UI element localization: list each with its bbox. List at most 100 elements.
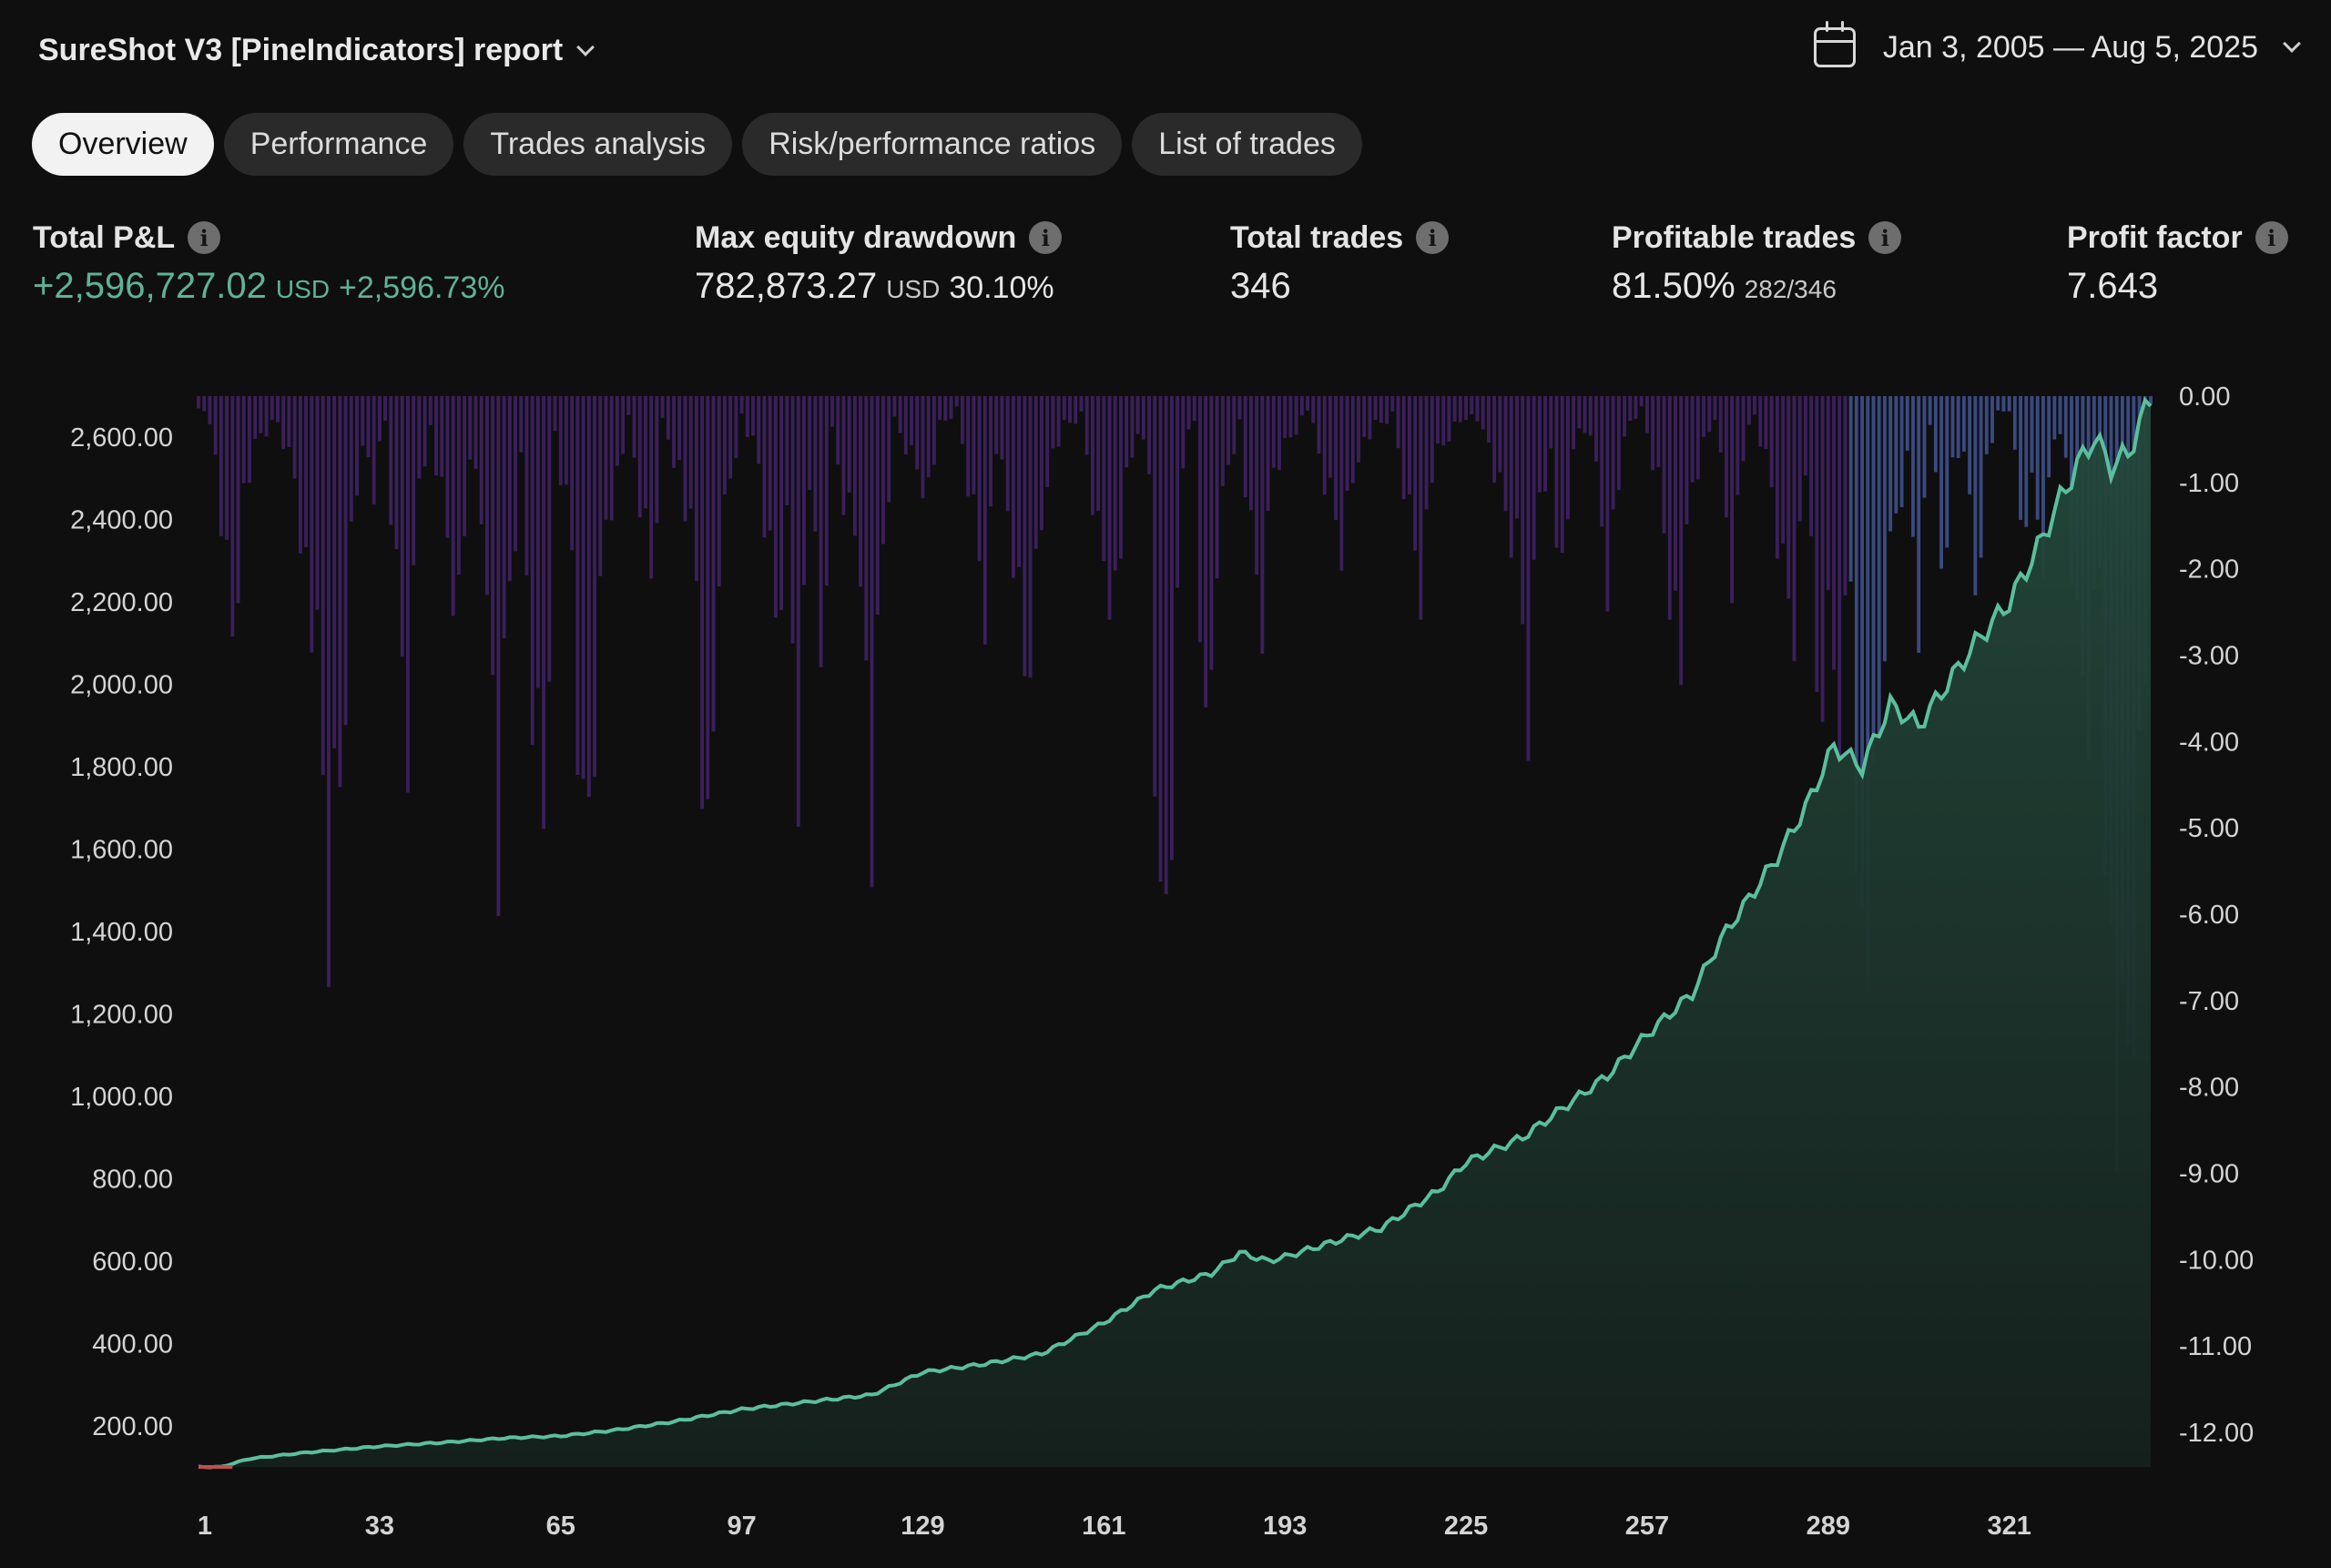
drawdown-bar bbox=[1933, 396, 1938, 473]
drawdown-bar bbox=[1644, 396, 1649, 433]
drawdown-bar bbox=[1515, 396, 1519, 519]
drawdown-bar bbox=[972, 396, 976, 494]
drawdown-bar bbox=[1164, 396, 1168, 894]
drawdown-bar bbox=[637, 396, 642, 518]
drawdown-bar bbox=[1509, 396, 1513, 558]
drawdown-bar bbox=[1724, 396, 1728, 518]
drawdown-bar bbox=[1837, 396, 1842, 761]
drawdown-bar bbox=[434, 396, 438, 476]
drawdown-bar bbox=[1792, 396, 1797, 662]
metric-percent: +2,596.73% bbox=[339, 270, 505, 305]
drawdown-bar bbox=[292, 396, 297, 479]
tab-overview[interactable]: Overview bbox=[32, 113, 214, 176]
drawdown-bar bbox=[1220, 396, 1225, 486]
drawdown-bar bbox=[1809, 396, 1814, 536]
drawdown-bar bbox=[1605, 396, 1610, 612]
drawdown-bar bbox=[1255, 396, 1259, 575]
x-tick-label: 1 bbox=[198, 1512, 212, 1541]
drawdown-bar bbox=[1707, 396, 1712, 433]
drawdown-bar bbox=[1537, 396, 1542, 493]
drawdown-bar bbox=[1102, 396, 1106, 562]
report-title: SureShot V3 [PineIndicators] report bbox=[38, 33, 564, 67]
drawdown-bar bbox=[977, 396, 982, 562]
drawdown-bar bbox=[1169, 396, 1174, 860]
drawdown-bar bbox=[389, 396, 393, 525]
metric-total-trades: Total trades i 346 bbox=[1230, 215, 1450, 307]
drawdown-bar bbox=[355, 396, 359, 496]
drawdown-bar bbox=[2012, 396, 2017, 450]
drawdown-bar bbox=[1192, 396, 1196, 422]
drawdown-bar bbox=[762, 396, 767, 538]
y-left-tick-label: 2,200.00 bbox=[70, 588, 173, 617]
drawdown-bar bbox=[683, 396, 687, 522]
metric-profit-factor: Profit factor i 7.643 bbox=[2067, 215, 2288, 307]
drawdown-bar bbox=[1396, 396, 1400, 449]
drawdown-bar bbox=[558, 396, 563, 485]
y-right-tick-label: -8.00 bbox=[2179, 1074, 2239, 1103]
drawdown-bar bbox=[1651, 396, 1655, 471]
drawdown-bar bbox=[841, 396, 846, 515]
drawdown-bar bbox=[644, 396, 647, 509]
drawdown-bar bbox=[903, 396, 908, 454]
info-icon[interactable]: i bbox=[188, 221, 221, 254]
drawdown-bar bbox=[519, 396, 524, 453]
info-icon[interactable]: i bbox=[1029, 221, 1063, 254]
tab-risk-performance-ratios[interactable]: Risk/performance ratios bbox=[742, 113, 1123, 176]
drawdown-bar bbox=[989, 396, 992, 507]
drawdown-bar bbox=[926, 396, 931, 478]
drawdown-bar bbox=[547, 396, 552, 682]
drawdown-bar bbox=[2019, 396, 2022, 520]
tab-trades-analysis[interactable]: Trades analysis bbox=[463, 113, 733, 176]
drawdown-bar bbox=[728, 396, 733, 479]
drawdown-bar bbox=[1186, 396, 1191, 430]
x-tick-label: 321 bbox=[1987, 1512, 2031, 1541]
equity-drawdown-chart[interactable]: 2,600.00 2,400.00 2,200.00 2,000.00 1,800.00… bbox=[0, 364, 2331, 1568]
drawdown-bar bbox=[734, 396, 738, 459]
drawdown-bar bbox=[1204, 396, 1208, 708]
drawdown-bar bbox=[1198, 396, 1202, 643]
tab-list-of-trades[interactable]: List of trades bbox=[1132, 113, 1362, 176]
drawdown-bar bbox=[790, 396, 795, 644]
metric-percent: 30.10% bbox=[949, 270, 1054, 305]
drawdown-bar bbox=[2007, 396, 2011, 412]
tab-performance[interactable]: Performance bbox=[223, 113, 454, 176]
drawdown-bar bbox=[773, 396, 778, 618]
drawdown-bar bbox=[1447, 396, 1451, 442]
drawdown-bar bbox=[468, 396, 473, 460]
drawdown-bar bbox=[1135, 396, 1140, 434]
drawdown-bar bbox=[1662, 396, 1666, 534]
info-icon[interactable]: i bbox=[2255, 221, 2288, 254]
drawdown-bar bbox=[1260, 396, 1265, 654]
drawdown-bar bbox=[1237, 396, 1242, 420]
x-tick-label: 97 bbox=[727, 1512, 756, 1541]
drawdown-bar bbox=[496, 396, 501, 917]
drawdown-bar bbox=[1860, 396, 1864, 908]
drawdown-bar bbox=[575, 396, 580, 775]
drawdown-bar bbox=[1317, 396, 1321, 454]
drawdown-bar bbox=[1390, 396, 1395, 412]
info-icon[interactable]: i bbox=[1868, 221, 1902, 254]
y-right-tick-label: -6.00 bbox=[2179, 901, 2239, 930]
y-left-tick-label: 1,000.00 bbox=[70, 1083, 173, 1112]
drawdown-bar bbox=[2030, 396, 2034, 473]
drawdown-bar bbox=[507, 396, 512, 582]
drawdown-bar bbox=[1888, 396, 1893, 532]
drawdown-bar bbox=[593, 396, 596, 777]
drawdown-bar bbox=[672, 396, 676, 468]
drawdown-bar bbox=[1107, 396, 1112, 620]
drawdown-bar bbox=[1000, 396, 1004, 460]
drawdown-bar bbox=[1628, 396, 1633, 422]
metric-max-drawdown: Max equity drawdown i 782,873.27 USD 30.… bbox=[695, 215, 1063, 307]
drawdown-bar bbox=[1775, 396, 1779, 559]
date-range-picker[interactable]: Jan 3, 2005 — Aug 5, 2025 bbox=[1813, 21, 2301, 67]
drawdown-bar bbox=[1401, 396, 1406, 500]
drawdown-bar bbox=[1051, 396, 1055, 449]
info-icon[interactable]: i bbox=[1416, 221, 1450, 254]
drawdown-bar bbox=[542, 396, 546, 830]
drawdown-bar bbox=[931, 396, 936, 465]
report-title-dropdown[interactable]: SureShot V3 [PineIndicators] report bbox=[38, 33, 595, 68]
drawdown-bar bbox=[1113, 396, 1117, 571]
drawdown-bar bbox=[2035, 396, 2040, 520]
drawdown-bar bbox=[1956, 396, 1960, 458]
y-left-tick-label: 1,800.00 bbox=[70, 753, 173, 782]
